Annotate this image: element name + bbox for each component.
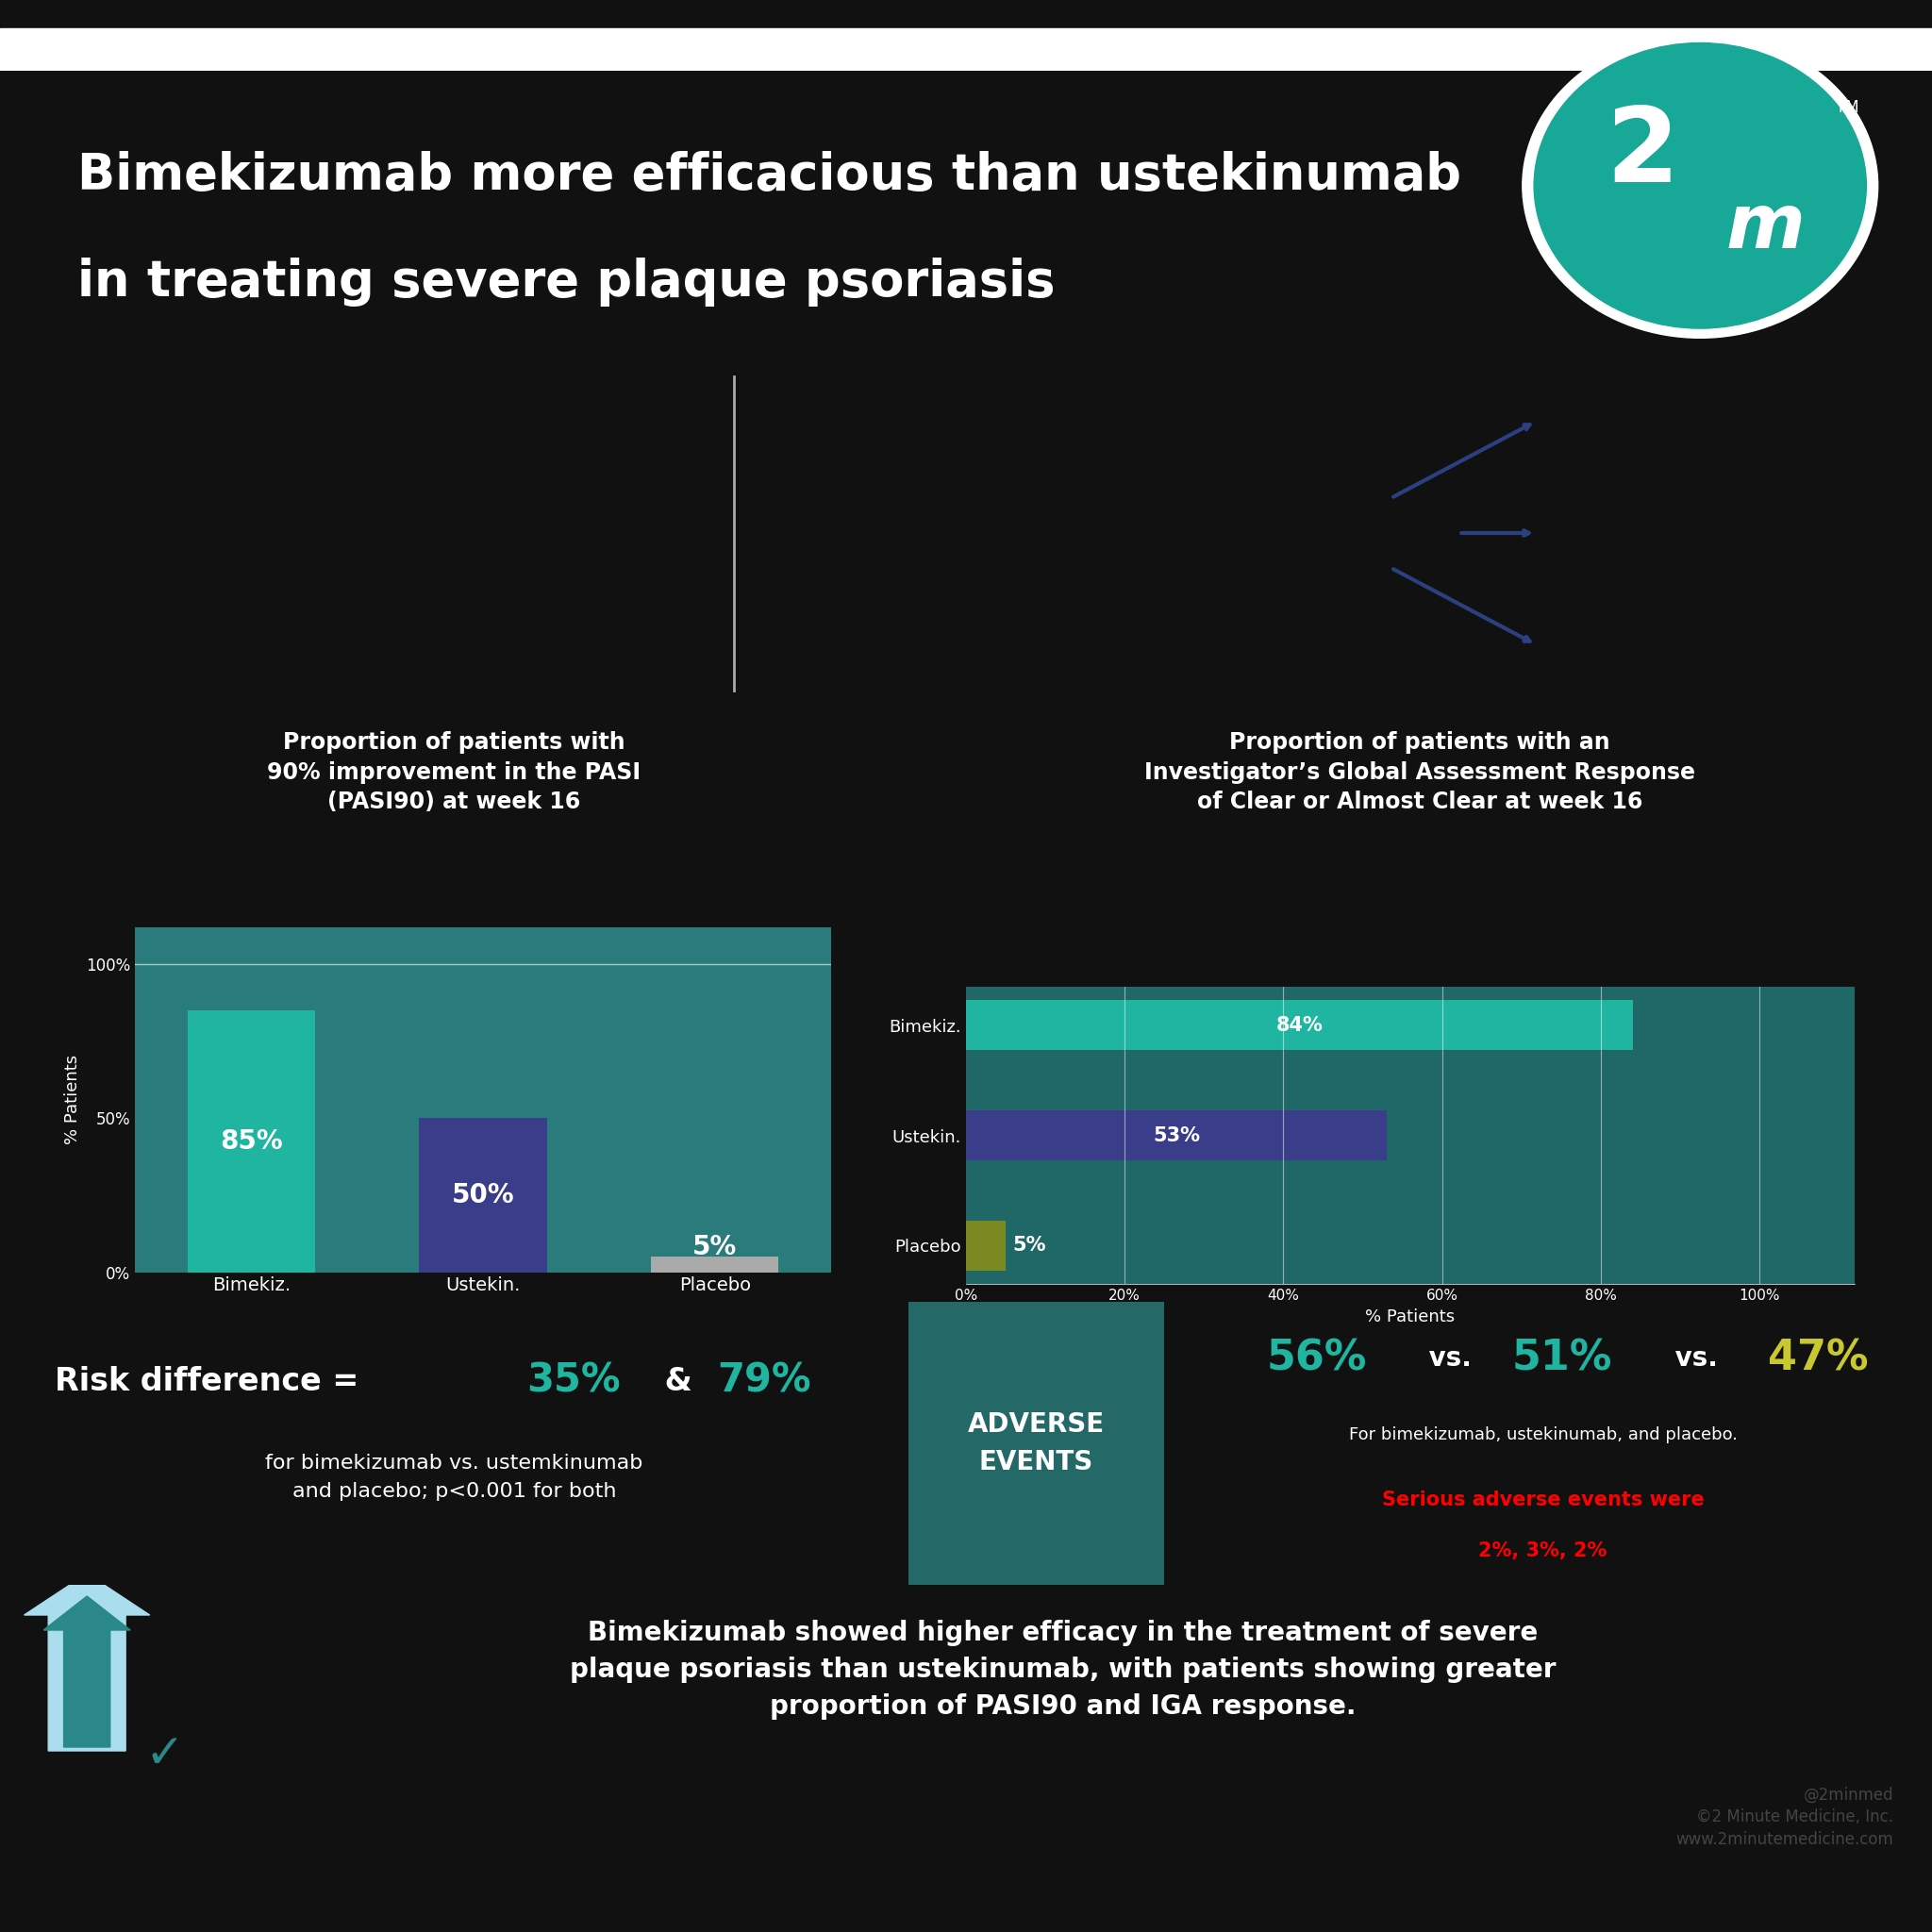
Y-axis label: % Patients: % Patients: [64, 1055, 81, 1144]
Text: vs.: vs.: [1665, 1345, 1727, 1372]
Text: 85%: 85%: [220, 1128, 282, 1155]
Text: Bimekizumab more efficacious than ustekinumab: Bimekizumab more efficacious than usteki…: [77, 151, 1461, 201]
Text: 2: 2: [1605, 102, 1679, 205]
Text: m: m: [1727, 191, 1804, 265]
Bar: [0, 29, 1932, 71]
Ellipse shape: [1534, 43, 1866, 328]
Bar: [966, 1001, 1633, 1049]
Text: 53%: 53%: [1153, 1126, 1200, 1146]
Bar: [966, 1221, 1007, 1271]
Text: Proportion of patients with an
Investigator’s Global Assessment Response
of Clea: Proportion of patients with an Investiga…: [1144, 732, 1696, 813]
Text: ✓: ✓: [145, 1731, 184, 1777]
Text: 51%: 51%: [1513, 1339, 1613, 1379]
Text: vs.: vs.: [1420, 1345, 1480, 1372]
Text: 56%: 56%: [1267, 1339, 1366, 1379]
Text: Serious adverse events were: Serious adverse events were: [1381, 1490, 1704, 1509]
Text: Bimekizumab showed higher efficacy in the treatment of severe
plaque psoriasis t: Bimekizumab showed higher efficacy in th…: [570, 1619, 1555, 1719]
Text: . February 6, 2021.: . February 6, 2021.: [280, 1857, 429, 1872]
Text: 84%: 84%: [1275, 1016, 1323, 1036]
Text: 2%, 3%, 2%: 2%, 3%, 2%: [1478, 1542, 1607, 1561]
Text: Proportion of patients with
90% improvement in the PASI
(PASI90) at week 16: Proportion of patients with 90% improvem…: [267, 732, 641, 813]
Text: 50%: 50%: [452, 1182, 514, 1208]
Bar: [966, 1111, 1387, 1161]
Bar: [0, 0, 1932, 29]
Bar: [908, 1302, 1163, 1584]
Ellipse shape: [1522, 33, 1878, 338]
Text: *4:2:1 to bimekizumab, ustekinumab, placebo: *4:2:1 to bimekizumab, ustekinumab, plac…: [39, 1804, 402, 1822]
Text: The Lancet: The Lancet: [155, 1857, 242, 1872]
FancyArrow shape: [23, 1573, 151, 1750]
FancyArrow shape: [43, 1596, 131, 1747]
Text: Reich et al.: Reich et al.: [39, 1857, 131, 1872]
Text: 567 patients with moderate
to severe plaque psoriasis: 567 patients with moderate to severe pla…: [954, 495, 1248, 535]
Text: BIMEKIZUMAB*: BIMEKIZUMAB*: [1546, 412, 1702, 431]
Bar: [187, 1010, 315, 1271]
Text: 35%: 35%: [527, 1362, 620, 1401]
Text: &: &: [653, 1366, 703, 1397]
Bar: [419, 1119, 547, 1271]
Text: for bimekizumab vs. ustemkinumab
and placebo; p<0.001 for both: for bimekizumab vs. ustemkinumab and pla…: [265, 1455, 643, 1501]
Text: 47%: 47%: [1768, 1339, 1868, 1379]
Text: 5%: 5%: [692, 1235, 738, 1262]
Text: TM: TM: [1835, 99, 1859, 116]
Text: For bimekizumab, ustekinumab, and placebo.: For bimekizumab, ustekinumab, and placeb…: [1349, 1426, 1737, 1443]
Text: ADVERSE
EVENTS: ADVERSE EVENTS: [968, 1412, 1105, 1474]
Text: SEVERE PLAQUE
PSORIASIS: IS THE
MONOCLONAL IgG1
SELECTIVE ANTIBODY
BIMEKIZUMAB A: SEVERE PLAQUE PSORIASIS: IS THE MONOCLON…: [253, 412, 520, 545]
Text: USTEKINUMAB: USTEKINUMAB: [1546, 524, 1696, 543]
Text: PLACEBO: PLACEBO: [1546, 636, 1640, 653]
Text: 79%: 79%: [717, 1362, 811, 1401]
Text: Risk difference =: Risk difference =: [54, 1366, 369, 1397]
Bar: [651, 1256, 779, 1271]
X-axis label: % Patients: % Patients: [1366, 1308, 1455, 1325]
Text: in treating severe plaque psoriasis: in treating severe plaque psoriasis: [77, 257, 1055, 307]
Text: @2minmed
©2 Minute Medicine, Inc.
www.2minutemedicine.com: @2minmed ©2 Minute Medicine, Inc. www.2m…: [1675, 1787, 1893, 1847]
Text: 5%: 5%: [1012, 1236, 1047, 1256]
